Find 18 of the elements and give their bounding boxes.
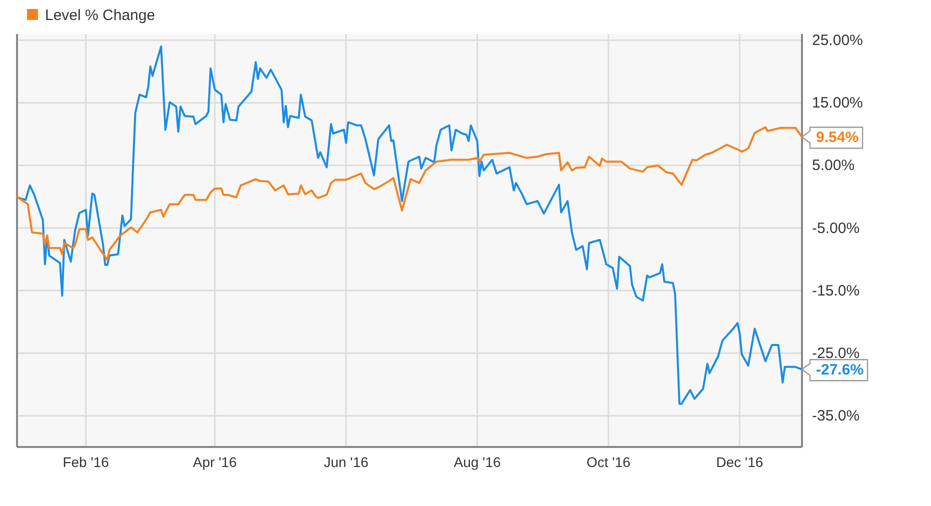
y-tick-label: -5.00% bbox=[812, 220, 860, 237]
x-tick-label: Feb '16 bbox=[62, 454, 110, 470]
x-tick-label: Oct '16 bbox=[586, 454, 631, 470]
x-tick-label: Aug '16 bbox=[454, 454, 501, 470]
y-tick-label: -15.0% bbox=[812, 282, 860, 300]
x-tick-label: Apr '16 bbox=[192, 454, 238, 470]
y-tick-label: -35.0% bbox=[812, 408, 860, 425]
y-tick-label: 25.00% bbox=[812, 32, 863, 50]
x-tick-label: Dec '16 bbox=[716, 454, 764, 470]
annotation: 9.54% bbox=[816, 129, 859, 146]
x-tick-label: Jun '16 bbox=[324, 454, 369, 470]
y-tick-label: 5.00% bbox=[812, 157, 855, 174]
legend-label: Level % Change bbox=[45, 7, 156, 24]
annotation: -27.6% bbox=[816, 362, 864, 379]
y-tick-label: -25.0% bbox=[812, 344, 860, 362]
y-tick-label: 15.00% bbox=[812, 94, 863, 112]
line-series bbox=[16, 126, 803, 261]
line-series bbox=[16, 46, 803, 405]
